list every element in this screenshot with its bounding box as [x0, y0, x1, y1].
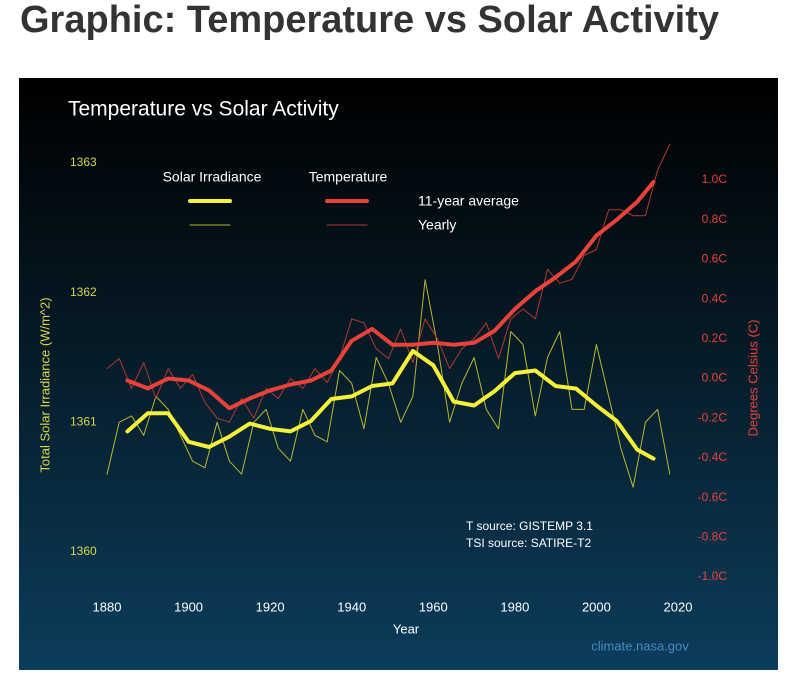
series-line	[125, 349, 656, 461]
x-tick-label: 1980	[500, 599, 529, 614]
page-heading: Graphic: Temperature vs Solar Activity	[20, 0, 719, 41]
x-axis-title: Year	[393, 621, 420, 636]
legend-column: Temperature	[309, 169, 388, 185]
source-note: T source: GISTEMP 3.1	[466, 519, 593, 533]
source-note: TSI source: SATIRE-T2	[466, 536, 591, 550]
x-tick-label: 1940	[337, 599, 366, 614]
x-tick-label: 1920	[256, 599, 285, 614]
x-tick-label: 2000	[582, 599, 611, 614]
y2-tick-label: -0.8C	[698, 529, 728, 543]
y2-tick-label: 0.4C	[702, 291, 728, 305]
series-line	[106, 143, 671, 423]
y2-tick-label: -0.4C	[698, 450, 728, 464]
legend-row: 11-year average	[418, 193, 519, 209]
x-tick-label: 1960	[419, 599, 448, 614]
credit: climate.nasa.gov	[591, 638, 689, 653]
chart-title: Temperature vs Solar Activity	[68, 98, 339, 121]
y-axis-title: Total Solar Irradiance (W/m^2)	[37, 297, 52, 472]
y-tick-label: 1361	[70, 415, 97, 429]
y2-tick-label: -1.0C	[698, 569, 728, 583]
y2-tick-label: -0.6C	[698, 490, 728, 504]
x-tick-label: 1900	[174, 599, 203, 614]
y2-tick-label: 0.6C	[702, 252, 728, 266]
series-line	[125, 180, 656, 411]
legend-row: Yearly	[418, 217, 456, 233]
legend-column: Solar Irradiance	[163, 169, 262, 185]
y2-tick-label: 1.0C	[702, 172, 728, 186]
y2-axis-title: Degrees Celsius (C)	[745, 319, 760, 436]
y-tick-label: 1360	[70, 544, 97, 558]
y2-tick-label: 0.2C	[702, 331, 728, 345]
y2-tick-label: 0.0C	[702, 371, 728, 385]
y-tick-label: 1363	[70, 155, 97, 169]
y2-tick-label: 0.8C	[702, 212, 728, 226]
y-tick-label: 1362	[70, 285, 97, 299]
y2-tick-label: -0.2C	[698, 410, 728, 424]
x-tick-label: 1880	[93, 599, 122, 614]
x-tick-label: 2020	[664, 599, 693, 614]
